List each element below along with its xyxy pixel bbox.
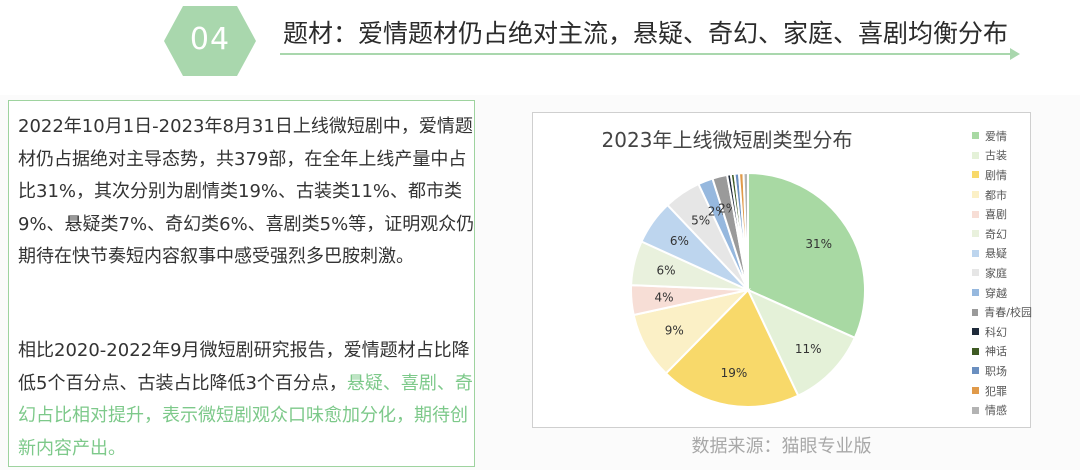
pie-data-label-2: 19%	[721, 366, 748, 380]
legend-swatch	[972, 347, 979, 355]
pie-slice-14	[742, 171, 749, 291]
section-number: 04	[189, 22, 231, 57]
legend-label: 喜剧	[985, 208, 1007, 222]
chart-legend: 爱情古装剧情都市喜剧奇幻悬疑家庭穿越青春/校园科幻神话职场犯罪情感	[972, 126, 1032, 420]
pie-data-label-7: 5%	[691, 213, 710, 227]
pie-slice-0	[747, 171, 866, 340]
legend-swatch	[972, 308, 979, 316]
section-number-badge	[164, 6, 256, 76]
legend-label: 爱情	[985, 129, 1007, 143]
legend-item-1: 古装	[972, 146, 1032, 166]
legend-item-3: 都市	[972, 185, 1032, 205]
legend-swatch	[972, 367, 979, 375]
legend-label: 青春/校园	[984, 306, 1032, 320]
pie-data-label-3: 9%	[665, 324, 684, 338]
pie-slice-2	[664, 288, 800, 408]
legend-item-14: 情感	[972, 400, 1032, 420]
legend-swatch	[972, 171, 979, 179]
legend-label: 职场	[985, 364, 1007, 378]
legend-label: 神话	[985, 345, 1007, 359]
paragraph-comparison-highlight: 悬疑、喜剧、奇幻占比相对提升，表示微短剧观众口味愈加分化，期待创新内容产出。	[18, 372, 473, 459]
paragraph-comparison-plain: 相比2020-2022年9月微短剧研究报告，爱情题材占比降低5个百分点、古装占比…	[18, 340, 470, 394]
legend-swatch	[972, 132, 979, 140]
heading-underline	[280, 53, 1017, 55]
legend-label: 犯罪	[985, 384, 1007, 398]
legend-swatch	[972, 387, 979, 395]
legend-label: 悬疑	[985, 247, 1007, 261]
legend-item-6: 悬疑	[972, 244, 1032, 264]
chart-title: 2023年上线微短剧类型分布	[601, 128, 853, 152]
pie-data-label-5: 6%	[657, 263, 676, 277]
legend-label: 奇幻	[985, 227, 1007, 241]
paragraph-comparison: 相比2020-2022年9月微短剧研究报告，爱情题材占比降低5个百分点、古装占比…	[18, 335, 478, 465]
legend-item-4: 喜剧	[972, 204, 1032, 224]
legend-item-11: 神话	[972, 342, 1032, 362]
legend-label: 穿越	[985, 286, 1007, 300]
legend-label: 古装	[985, 149, 1007, 163]
pie-data-label-4: 4%	[655, 290, 674, 304]
legend-swatch	[972, 151, 979, 159]
legend-item-8: 穿越	[972, 283, 1032, 303]
legend-item-2: 剧情	[972, 165, 1032, 185]
pie-data-label-6: 6%	[670, 234, 689, 248]
legend-label: 家庭	[985, 266, 1007, 280]
legend-item-9: 青春/校园	[972, 302, 1032, 322]
legend-swatch	[972, 210, 979, 218]
section-heading: 题材：爱情题材仍占绝对主流，悬疑、奇幻、家庭、喜剧均衡分布	[283, 19, 1009, 48]
legend-item-13: 犯罪	[972, 381, 1032, 401]
legend-label: 剧情	[985, 168, 1007, 182]
pie-slice-1	[745, 287, 857, 398]
legend-swatch	[972, 406, 979, 414]
legend-label: 都市	[985, 188, 1007, 202]
pie-data-label-1: 11%	[795, 342, 822, 356]
legend-swatch	[972, 269, 979, 277]
legend-label: 科幻	[985, 325, 1007, 339]
legend-swatch	[972, 328, 979, 336]
data-source: 数据来源：猫眼专业版	[691, 436, 872, 457]
heading-arrow-icon	[1010, 48, 1020, 60]
legend-swatch	[972, 191, 979, 199]
legend-item-7: 家庭	[972, 263, 1032, 283]
legend-swatch	[972, 249, 979, 257]
legend-item-10: 科幻	[972, 322, 1032, 342]
paragraph-summary: 2022年10月1日-2023年8月31日上线微短剧中，爱情题材仍占据绝对主导态…	[18, 116, 475, 267]
legend-item-0: 爱情	[972, 126, 1032, 146]
legend-swatch	[972, 230, 979, 238]
pie-data-label-0: 31%	[805, 237, 832, 251]
legend-swatch	[972, 289, 979, 297]
text-panel	[8, 100, 475, 467]
legend-label: 情感	[985, 404, 1007, 418]
legend-item-5: 奇幻	[972, 224, 1032, 244]
legend-item-12: 职场	[972, 361, 1032, 381]
